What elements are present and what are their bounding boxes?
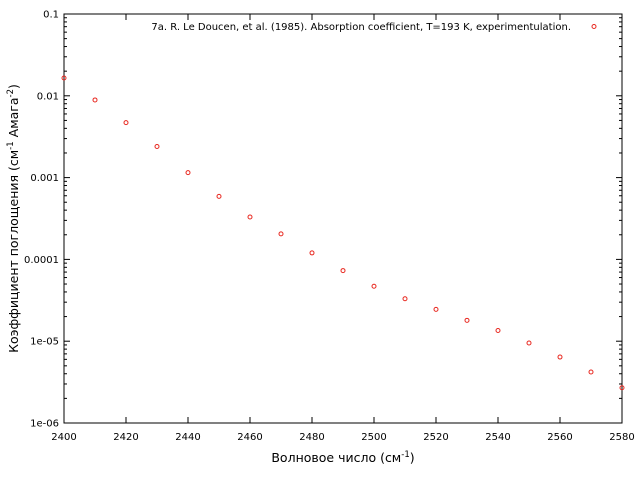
data-point	[340, 268, 346, 274]
y-axis-title: Коэффициент поглощения (см-1 Амага-2)	[6, 84, 21, 353]
y-tick-label: 0.001	[30, 173, 59, 184]
x-tick-label: 2460	[237, 432, 262, 443]
y-tick-label: 0.01	[37, 91, 59, 102]
data-point	[309, 250, 315, 256]
legend: 7a. R. Le Doucen, et al. (1985). Absorpt…	[151, 22, 597, 33]
x-tick-label: 2560	[547, 432, 572, 443]
y-axis-ticks: 1e-06 1e-05 0.0001 0.001 0.01 0.1	[24, 10, 622, 430]
x-tick-label: 2400	[51, 432, 76, 443]
x-tick-label: 2420	[113, 432, 138, 443]
y-tick-label: 0.1	[43, 10, 59, 21]
data-point	[61, 75, 67, 81]
data-point	[278, 231, 284, 237]
data-point	[588, 369, 594, 375]
y-tick-label: 0.0001	[24, 255, 59, 266]
data-point	[464, 317, 470, 323]
data-point	[526, 340, 532, 346]
data-point	[557, 354, 563, 360]
x-tick-label: 2540	[485, 432, 510, 443]
data-point	[247, 214, 253, 220]
x-tick-label: 2520	[423, 432, 448, 443]
data-point	[433, 306, 439, 312]
legend-label: 7a. R. Le Doucen, et al. (1985). Absorpt…	[151, 22, 571, 33]
x-axis-title: Волновое число (см-1)	[271, 450, 414, 465]
y-tick-label: 1e-06	[30, 419, 59, 430]
data-point	[495, 328, 501, 334]
plot-frame	[63, 13, 623, 424]
data-points	[61, 75, 625, 391]
x-tick-label: 2440	[175, 432, 200, 443]
legend-marker	[591, 24, 597, 29]
x-tick-label: 2580	[609, 432, 634, 443]
data-point	[371, 283, 377, 289]
data-point	[185, 170, 191, 176]
data-point	[619, 385, 625, 391]
data-point	[402, 296, 408, 302]
data-point	[154, 143, 160, 149]
data-point	[216, 193, 222, 199]
x-axis-ticks: 2400 2420 2440 2460 2480 2500 2520 2540 2560 2580	[51, 14, 635, 443]
data-point	[92, 97, 98, 103]
data-point	[123, 120, 129, 126]
x-tick-label: 2500	[361, 432, 386, 443]
x-tick-label: 2480	[299, 432, 324, 443]
y-tick-label: 1e-05	[30, 337, 59, 348]
